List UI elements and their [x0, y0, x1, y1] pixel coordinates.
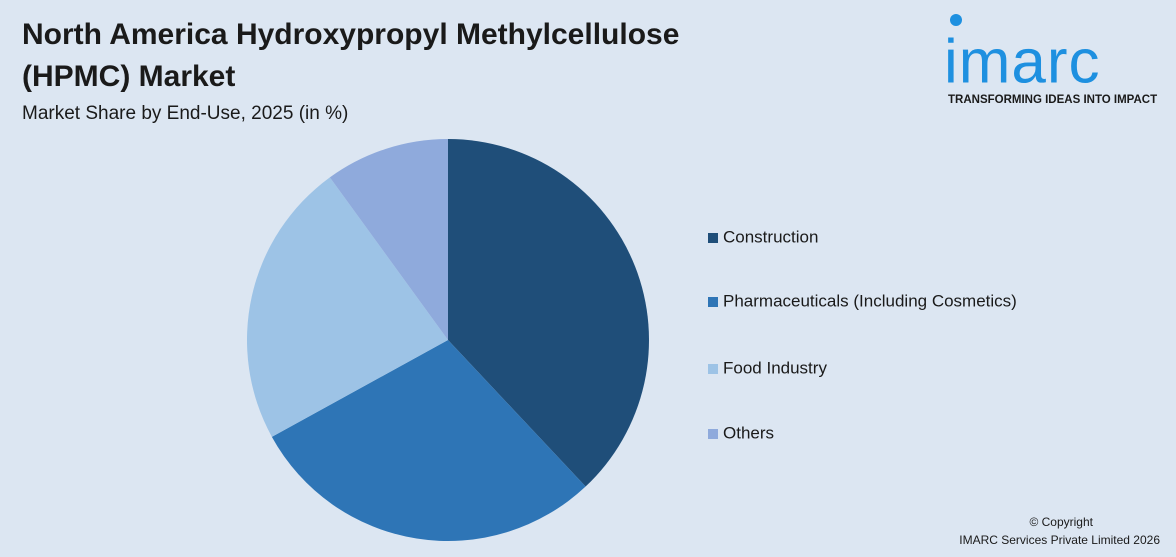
- logo-dot: [950, 14, 962, 26]
- legend-label: Construction: [723, 227, 818, 246]
- pie-slice: [448, 139, 650, 487]
- legend-swatch: [708, 429, 718, 439]
- chart-title: North America Hydroxypropyl Methylcellul…: [22, 18, 679, 51]
- chart-title: (HPMC) Market: [22, 60, 235, 93]
- legend-label: Others: [723, 423, 774, 442]
- copyright: © Copyright: [1029, 515, 1093, 529]
- logo-tagline: TRANSFORMING IDEAS INTO IMPACT: [948, 94, 1157, 106]
- logo: imarc: [944, 27, 1101, 96]
- copyright: IMARC Services Private Limited 2026: [959, 533, 1160, 547]
- legend-swatch: [708, 364, 718, 374]
- pie-slice: [329, 139, 448, 340]
- pie-slice: [271, 340, 586, 541]
- chart-subtitle: Market Share by End-Use, 2025 (in %): [22, 103, 348, 124]
- pie-slice: [247, 177, 448, 437]
- legend-swatch: [708, 297, 718, 307]
- legend-swatch: [708, 233, 718, 243]
- legend-label: Food Industry: [723, 358, 827, 377]
- legend-label: Pharmaceuticals (Including Cosmetics): [723, 291, 1017, 310]
